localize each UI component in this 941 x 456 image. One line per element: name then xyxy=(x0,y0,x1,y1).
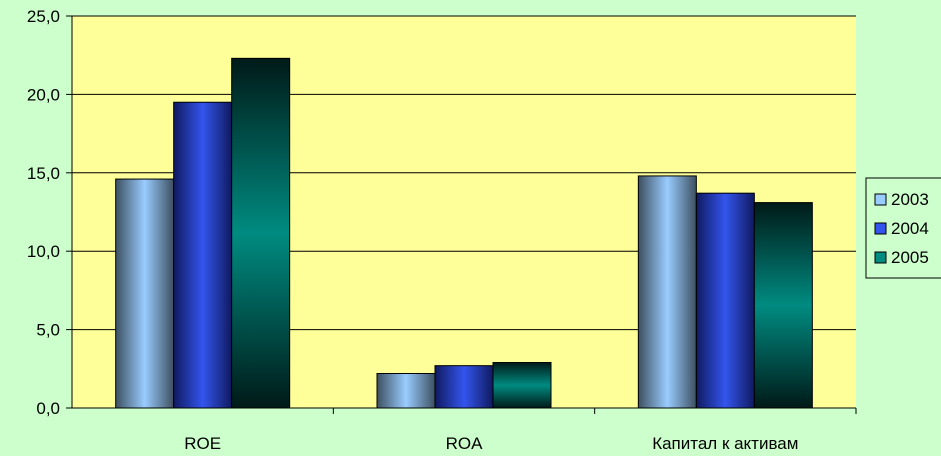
y-tick-label: 25,0 xyxy=(27,7,60,26)
y-tick-label: 5,0 xyxy=(36,321,60,340)
bar-2004 xyxy=(173,101,233,409)
bar-2003 xyxy=(637,175,697,409)
x-category-label: Капитал к активам xyxy=(652,434,798,453)
legend-label: 2003 xyxy=(891,190,929,209)
bar-2005 xyxy=(492,362,552,409)
bar-2003 xyxy=(115,178,175,409)
legend-label: 2004 xyxy=(891,219,929,238)
bar-2003 xyxy=(376,373,436,409)
legend-swatch xyxy=(874,251,887,264)
legend-label: 2005 xyxy=(891,248,929,267)
x-category-label: ROE xyxy=(184,434,221,453)
legend-swatch xyxy=(874,193,887,206)
y-tick-label: 10,0 xyxy=(27,242,60,261)
axes: 0,0 5,0 10,0 15,0 20,0 25,0 ROE ROA Капитал к ак… xyxy=(27,7,857,453)
bar-2004 xyxy=(695,192,755,409)
y-tick-label: 0,0 xyxy=(36,399,60,418)
bar-2005 xyxy=(753,202,813,409)
y-tick-label: 15,0 xyxy=(27,164,60,183)
y-tick-label: 20,0 xyxy=(27,85,60,104)
x-category-label: ROA xyxy=(446,434,484,453)
legend: 2003 2004 2005 xyxy=(865,177,941,279)
bar-2005 xyxy=(231,57,291,409)
bars xyxy=(115,57,813,409)
bar-2004 xyxy=(434,365,494,409)
legend-swatch xyxy=(874,222,887,235)
